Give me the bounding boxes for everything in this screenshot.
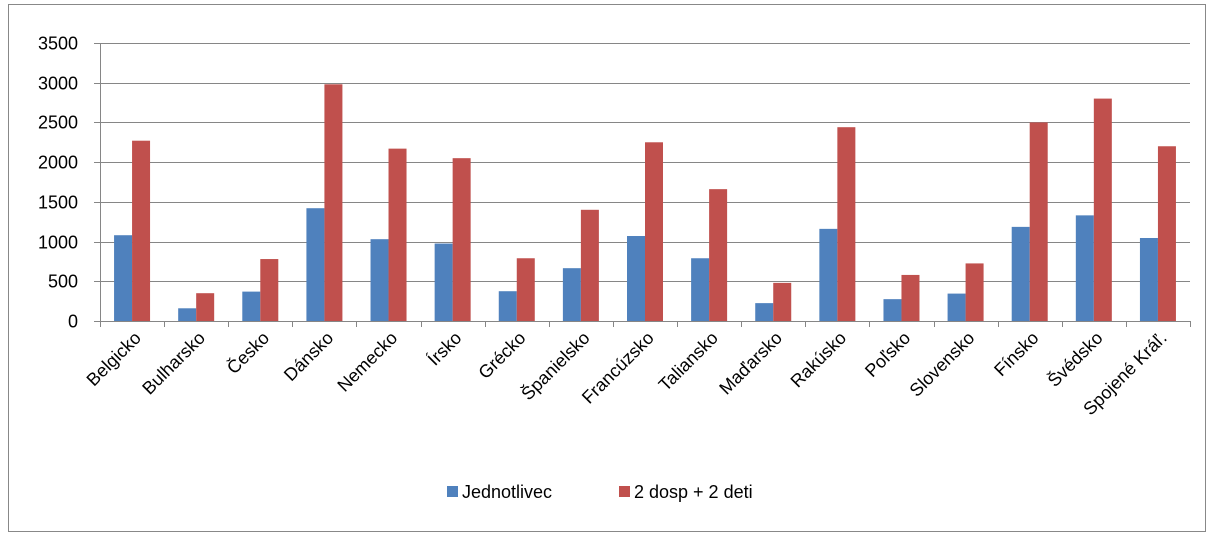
bar-series1-8 [627, 236, 645, 321]
bar-series1-15 [1075, 215, 1094, 321]
bar-series2-11 [837, 127, 856, 322]
bar-series1-1 [178, 308, 197, 321]
bar-series2-12 [901, 274, 920, 321]
bar-series2-15 [1093, 98, 1112, 321]
legend-label: 2 dosp + 2 deti [634, 482, 753, 502]
bar-series2-8 [645, 142, 663, 321]
bar-series1-11 [819, 228, 838, 321]
legend: Jednotlivec 2 dosp + 2 deti [447, 482, 753, 502]
bar-series1-10 [755, 303, 774, 321]
bars [114, 84, 1176, 322]
y-tick-label: 1000 [38, 233, 78, 253]
gridlines [100, 43, 1190, 282]
y-tick-label: 0 [68, 312, 78, 332]
y-tick-label: 500 [48, 272, 78, 292]
y-tick-label: 3500 [38, 34, 78, 54]
bar-series2-5 [452, 158, 471, 321]
bar-series1-3 [306, 208, 325, 321]
bar-series1-4 [370, 239, 389, 321]
legend-item-1: Jednotlivec [447, 482, 552, 502]
bar-series1-13 [947, 293, 966, 321]
bar-series1-2 [242, 291, 261, 321]
bar-series2-6 [516, 258, 535, 321]
bar-series1-7 [562, 268, 581, 321]
bar-series2-3 [324, 84, 343, 321]
bar-series2-7 [580, 209, 599, 321]
y-axis-tick-labels: 0 500 1000 1500 2000 2500 3000 3500 [38, 34, 78, 332]
chart-frame [8, 4, 1206, 532]
bar-series1-16 [1139, 237, 1158, 321]
legend-swatch [619, 486, 630, 497]
bar-series2-14 [1029, 122, 1048, 321]
bar-series1-6 [498, 291, 517, 321]
bar-series2-16 [1157, 146, 1176, 321]
legend-label: Jednotlivec [462, 482, 552, 502]
bar-series2-9 [709, 189, 728, 321]
bar-series2-2 [260, 259, 279, 321]
y-tick-label: 2000 [38, 153, 78, 173]
y-tick-label: 2500 [38, 113, 78, 133]
bar-series1-5 [434, 243, 453, 321]
axes [94, 43, 1191, 327]
bar-series2-4 [388, 148, 407, 321]
bar-series2-1 [196, 293, 215, 321]
y-tick-label: 1500 [38, 193, 78, 213]
bar-series2-0 [132, 140, 151, 321]
y-tick-label: 3000 [38, 74, 78, 94]
bar-series2-10 [773, 282, 792, 321]
bar-series2-13 [965, 263, 984, 321]
bar-series1-12 [883, 299, 902, 321]
bar-series1-14 [1011, 226, 1030, 321]
bar-series1-9 [691, 258, 710, 321]
legend-item-2: 2 dosp + 2 deti [619, 482, 753, 502]
legend-swatch [447, 486, 458, 497]
bar-series1-0 [114, 235, 133, 321]
